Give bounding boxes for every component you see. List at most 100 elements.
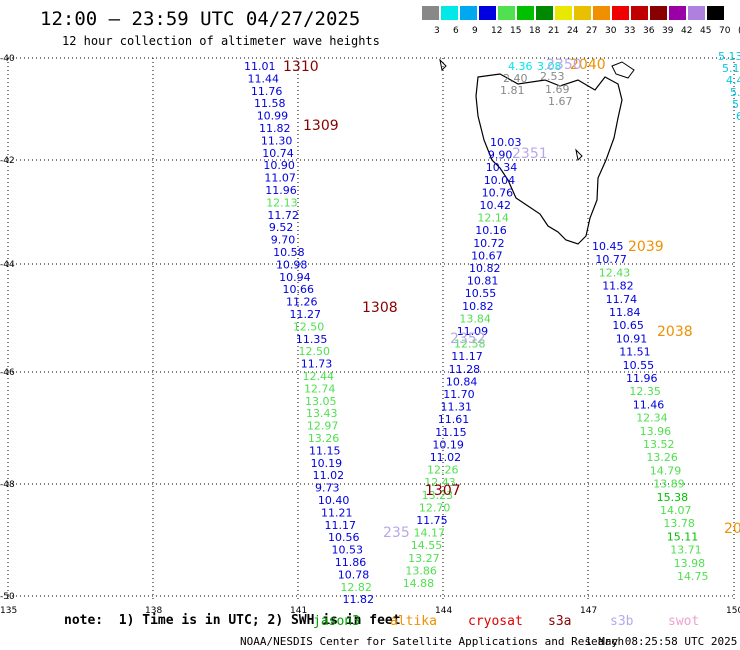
wave-height-value: 1.67 [548,95,573,108]
wave-height-value: 11.07 [264,172,296,185]
wave-height-value: 10.98 [276,258,308,271]
wave-height-value: 10.72 [473,237,505,250]
lon-label: 138 [145,606,162,616]
map-subtitle: 12 hour collection of altimeter wave hei… [62,34,380,48]
wave-height-value: 10.34 [486,161,518,174]
wave-height-value: 10.66 [282,283,314,296]
pass-label-2352: 2352 [450,331,486,347]
scale-label: (ft) [738,26,740,36]
wave-height-value: 4.4 [726,74,740,87]
scale-swatch [574,6,591,20]
wave-height-value: 10.42 [480,199,512,212]
pass-label-2038: 2038 [657,324,693,340]
wave-height-value: 13.52 [643,438,675,451]
wave-height-value: 15.38 [657,491,689,504]
scale-swatch [650,6,667,20]
scale-swatch [479,6,496,20]
wave-height-value: 2.53 [540,70,565,83]
wave-height-value: 2.40 [503,72,528,85]
lon-label: 147 [580,606,597,616]
wave-height-value: 10.55 [623,359,655,372]
wave-height-value: 10.82 [462,300,494,313]
lat-label: -48 [0,480,15,490]
wave-height-value: 12.58 [454,338,486,351]
island-coastline [439,58,447,72]
wave-height-value: 11.35 [296,333,328,346]
wave-height-value: 10.19 [432,438,464,451]
scale-swatch [669,6,686,20]
legend-item-s3a: s3a [548,614,572,629]
wave-height-value: 14.88 [403,577,435,590]
wave-height-value: 11.26 [286,296,318,309]
lat-label: -46 [0,368,15,378]
legend-item-swot: swot [668,614,700,629]
footer-note: note: 1) Time is in UTC; 2) SWH is in fe… [64,613,401,628]
island-coastline [575,148,583,162]
wave-height-value: 5. [730,86,740,99]
wave-height-value: 13.89 [653,478,685,491]
wave-height-value: 11.27 [289,308,321,321]
scale-label: 42 [681,26,693,36]
wave-height-value: 12.74 [304,382,336,395]
pass-label-235: 235 [383,525,410,541]
wave-height-value: 10.19 [311,457,343,470]
wave-height-value: 9.70 [271,234,296,247]
wave-height-value: 12.34 [636,412,668,425]
pass-label-2351: 2351 [512,146,548,162]
wave-height-value: 12.35 [629,385,661,398]
wave-height-value: 9.90 [488,149,513,162]
wave-height-value: 11.86 [335,556,367,569]
wave-height-value: 11.82 [602,280,634,293]
wave-height-value: 11.74 [606,293,638,306]
scale-label: 70 [719,26,731,36]
wave-height-value: 1.69 [545,83,570,96]
lat-label: -44 [0,260,15,270]
legend-item-s3b: s3b [610,614,634,629]
generated-timestamp: 1 May 08:25:58 UTC 2025 [585,635,738,648]
scale-label: 9 [472,26,478,36]
pass-label-1308: 1308 [362,300,398,316]
wave-height-value: 13.43 [306,407,338,420]
wave-height-value: 10.81 [467,275,499,288]
scale-label: 27 [586,26,598,36]
wave-height-value: 11.75 [416,514,448,527]
pass-label-2039: 2039 [628,239,664,255]
wave-height-value: 5. [732,98,740,111]
lat-label: -42 [0,156,15,166]
wave-height-value: 10.74 [262,147,294,160]
pass-label-1309: 1309 [303,118,339,134]
wave-height-value: 4.36 [508,60,533,73]
wave-height-value: 12.70 [419,501,451,514]
wave-height-value: 12.13 [266,196,298,209]
wave-height-value: 11.96 [626,372,658,385]
legend-item-jason3: jason3 [313,614,360,629]
wave-height-value: 14.55 [411,539,443,552]
scale-swatch [517,6,534,20]
wave-height-value: 13.26 [646,451,678,464]
wave-height-value: 10.78 [338,568,370,581]
lon-label: 141 [290,606,307,616]
lon-label: 150 [726,606,740,616]
scale-swatch [631,6,648,20]
tasmania-coastline [475,73,623,245]
scale-label: 21 [548,26,560,36]
wave-height-value: 11.72 [267,209,299,222]
wave-height-value: 11.51 [619,346,651,359]
wave-height-value: 13.05 [305,395,337,408]
wave-height-value: 10.04 [484,174,516,187]
wave-height-value: 13.98 [674,557,706,570]
wave-height-value: 12.50 [299,345,331,358]
scale-label: 15 [510,26,522,36]
lon-label: 135 [0,606,17,616]
wave-height-value: 1.81 [500,84,525,97]
wave-height-value: 9.73 [315,482,340,495]
wave-height-value: 11.58 [254,97,286,110]
wave-height-value: 11.82 [343,593,375,606]
scale-swatch [593,6,610,20]
wave-height-value: 11.09 [457,325,489,338]
wave-height-value: 13.96 [640,425,672,438]
legend-item-cryosat: cryosat [468,614,523,629]
scale-label: 45 [700,26,712,36]
wave-height-value: 10.55 [465,287,497,300]
